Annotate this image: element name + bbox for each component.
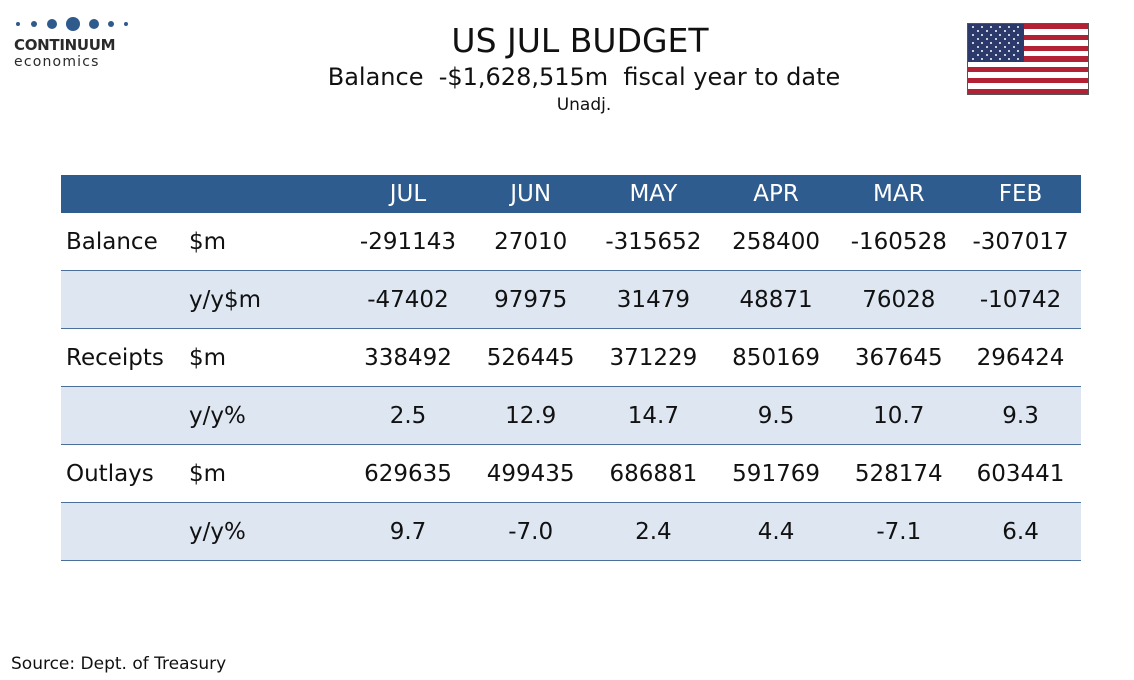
table-cell: 367645	[854, 344, 943, 371]
table-cell: 338492	[364, 344, 452, 371]
logo-dots-icon	[14, 14, 134, 34]
table-cell: -47402	[367, 286, 449, 313]
table-row: Receipts $m 338492 526445 371229 850169 …	[61, 329, 1081, 387]
table-cell: -160528	[850, 228, 947, 255]
table-cell: 258400	[732, 228, 820, 255]
table-cell: 603441	[976, 460, 1065, 487]
adjustment-note: Unadj.	[556, 95, 612, 115]
flag-canton	[968, 24, 1024, 62]
flag-stripe	[968, 45, 1088, 52]
flag-stripe	[968, 77, 1088, 84]
column-header: FEB	[998, 181, 1043, 207]
table-cell: -291143	[359, 228, 457, 255]
page-subtitle: Balance -$1,628,515m fiscal year to date	[327, 63, 841, 91]
logo: CONTINUUM economics	[14, 14, 134, 70]
flag-stripe	[968, 29, 1088, 36]
table-cell: 499435	[486, 460, 575, 487]
table-cell: 48871	[739, 286, 813, 313]
row-label: Outlays	[66, 460, 154, 487]
table-header: JUL JUN MAY APR MAR FEB	[61, 175, 1081, 213]
page-title: US JUL BUDGET	[451, 21, 709, 60]
flag-stripe	[968, 83, 1088, 90]
logo-sub: economics	[14, 54, 100, 70]
flag-stripe	[968, 40, 1088, 47]
table-row: y/y% 2.5 12.9 14.7 9.5 10.7 9.3	[61, 387, 1081, 445]
row-unit: $m	[188, 344, 227, 371]
table-cell: -7.0	[508, 518, 554, 545]
table-cell: 12.9	[505, 402, 557, 429]
table-cell: 2.5	[389, 402, 427, 429]
table-cell: 6.4	[1002, 518, 1039, 545]
table-cell: 31479	[616, 286, 690, 313]
table-row: Outlays $m 629635 499435 686881 591769 5…	[61, 445, 1081, 503]
row-label: Receipts	[66, 344, 164, 371]
row-unit: $m	[188, 228, 227, 255]
table-row: Balance $m -291143 27010 -315652 258400 …	[61, 213, 1081, 271]
source-note: Source: Dept. of Treasury	[11, 654, 227, 674]
table-cell: 2.4	[635, 518, 672, 545]
table-cell: 850169	[732, 344, 820, 371]
table-cell: 4.4	[757, 518, 795, 545]
table-cell: 629635	[364, 460, 452, 487]
row-unit: y/y%	[188, 402, 246, 429]
table-cell: 10.7	[873, 402, 925, 429]
flag-stripe	[968, 50, 1088, 57]
us-flag-icon	[967, 23, 1089, 95]
table-cell: 526445	[486, 344, 575, 371]
table-row: y/y$m -47402 97975 31479 48871 76028 -10…	[61, 271, 1081, 329]
flag-stripe	[968, 24, 1088, 30]
table-cell: -7.1	[876, 518, 922, 545]
table-cell: 686881	[609, 460, 698, 487]
table-cell: 76028	[862, 286, 936, 313]
column-header: JUL	[389, 181, 427, 207]
table-cell: 14.7	[627, 402, 679, 429]
column-header: MAY	[629, 181, 678, 207]
row-label: Balance	[66, 228, 158, 255]
table-cell: 528174	[854, 460, 943, 487]
table-cell: 296424	[976, 344, 1065, 371]
table-cell: 591769	[732, 460, 820, 487]
flag-stripe	[968, 88, 1088, 94]
row-unit: $m	[188, 460, 227, 487]
table-cell: 9.5	[757, 402, 795, 429]
column-header: APR	[753, 181, 799, 207]
flag-stripe	[968, 72, 1088, 79]
table-cell: -307017	[972, 228, 1069, 255]
row-unit: y/y%	[188, 518, 246, 545]
budget-table: JUL JUN MAY APR MAR FEB Balance $m -2911…	[61, 175, 1081, 561]
table-cell: 9.7	[389, 518, 427, 545]
row-unit: y/y$m	[188, 286, 261, 313]
flag-stripe	[968, 67, 1088, 73]
flag-stripe	[968, 56, 1088, 63]
column-header: MAR	[873, 181, 925, 207]
table-row: y/y% 9.7 -7.0 2.4 4.4 -7.1 6.4	[61, 503, 1081, 561]
flag-stripe	[968, 34, 1088, 41]
table-cell: -10742	[979, 286, 1062, 313]
flag-stripe	[968, 61, 1088, 68]
logo-name: CONTINUUM	[14, 36, 116, 54]
table-cell: 9.3	[1002, 402, 1039, 429]
column-header: JUN	[510, 181, 552, 207]
table-cell: 97975	[494, 286, 568, 313]
table-cell: 27010	[494, 228, 568, 255]
table-cell: 371229	[609, 344, 698, 371]
table-cell: -315652	[605, 228, 702, 255]
